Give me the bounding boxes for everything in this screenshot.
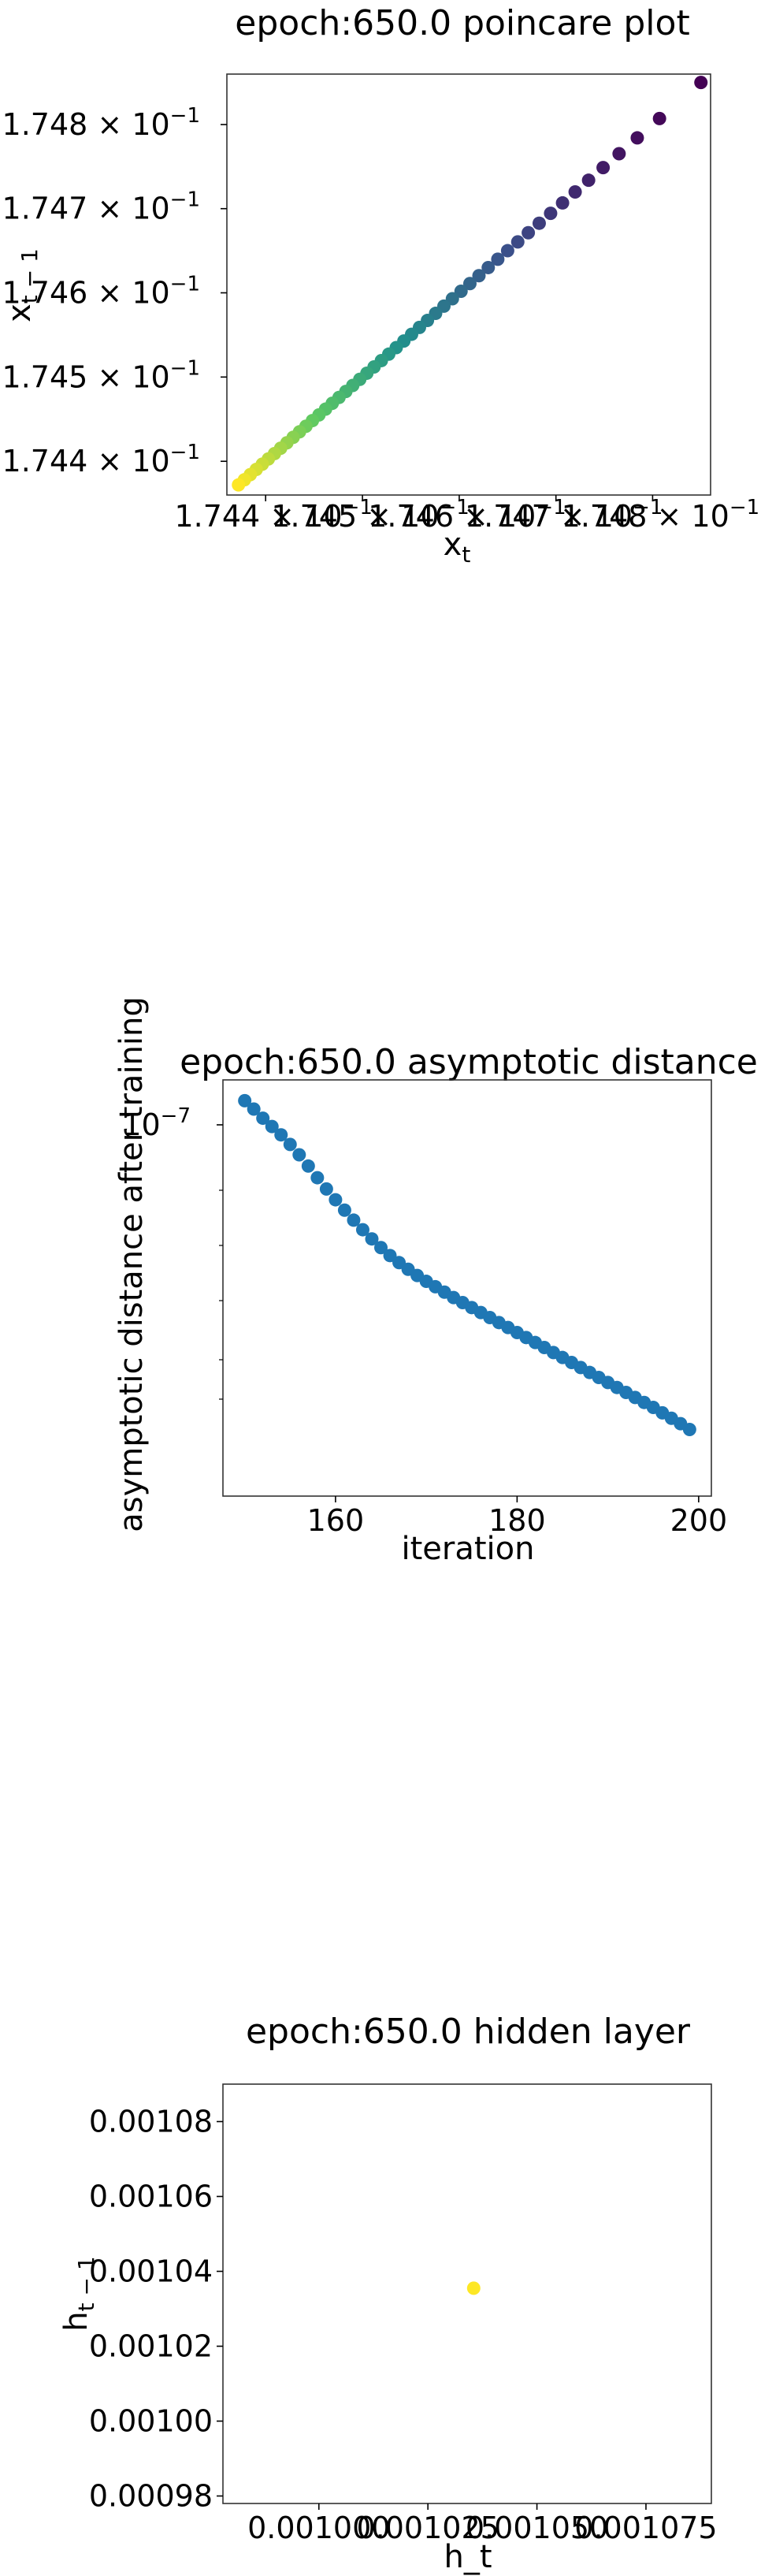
- poincare-point: [232, 478, 246, 492]
- poincare-y-tick-exponent: −1: [170, 441, 200, 464]
- poincare-point: [462, 277, 477, 291]
- hidden-layer-point: [466, 2281, 481, 2295]
- poincare-x-tick-exponent: −1: [729, 496, 759, 519]
- poincare-y-tick-label: 1.744 × 10−1: [2, 441, 200, 478]
- poincare-point: [612, 147, 626, 161]
- asymptotic-point: [265, 1119, 279, 1134]
- hidden-layer-y-tick-label: 0.00106: [89, 2180, 213, 2214]
- poincare-y-tick-label: 1.745 × 10−1: [2, 356, 200, 394]
- poincare-x-tick-exponent: −1: [440, 496, 470, 519]
- poincare-point: [630, 131, 644, 145]
- asymptotic-plot-frame: [222, 1079, 712, 1497]
- asymptotic-y-axis-label: asymptotic distance after training: [113, 996, 150, 1532]
- poincare-chart-title: epoch:650.0 poincare plot: [235, 3, 689, 43]
- poincare-x-tick-label: 1.744 × 10−1: [174, 496, 372, 534]
- asymptotic-point: [337, 1203, 351, 1217]
- poincare-x-tick-exponent: −1: [343, 496, 373, 519]
- poincare-chart: epoch:650.0 poincare plot 1.744 × 10−11.…: [2, 3, 759, 568]
- hidden-layer-y-tick-label: 0.00100: [89, 2404, 213, 2439]
- asymptotic-y-tick-exponent: −7: [161, 1104, 191, 1128]
- poincare-point: [596, 161, 611, 175]
- asymptotic-distance-chart: epoch:650.0 asymptotic distance 10−7 160…: [113, 996, 758, 1567]
- poincare-x-tick-label: 1.747 × 10−1: [465, 496, 663, 534]
- asymptotic-point: [238, 1093, 252, 1107]
- asymptotic-point: [682, 1423, 696, 1437]
- poincare-point: [522, 225, 536, 240]
- poincare-y-tick-label: 1.748 × 10−1: [2, 104, 200, 142]
- poincare-point: [652, 111, 666, 125]
- poincare-y-tick-exponent: −1: [170, 188, 200, 212]
- asymptotic-point: [283, 1137, 297, 1152]
- poincare-point: [510, 235, 525, 249]
- poincare-y-tick-exponent: −1: [170, 272, 200, 296]
- poincare-x-tick-exponent: −1: [633, 496, 663, 519]
- asymptotic-point: [329, 1193, 343, 1207]
- asymptotic-point: [292, 1148, 306, 1162]
- asymptotic-x-tick-label: 180: [488, 1503, 546, 1538]
- poincare-point: [481, 260, 496, 274]
- hidden-layer-y-tick-label: 0.00098: [89, 2479, 213, 2514]
- hidden-layer-chart: epoch:650.0 hidden layer 0.000980.001000…: [58, 2012, 718, 2575]
- asymptotic-x-tick-label: 160: [307, 1503, 365, 1538]
- asymptotic-point: [319, 1182, 333, 1196]
- hidden-layer-y-tick-label: 0.00102: [89, 2329, 213, 2364]
- poincare-y-tick-exponent: −1: [170, 104, 200, 128]
- asymptotic-point: [274, 1128, 288, 1142]
- asymptotic-point: [374, 1241, 388, 1255]
- asymptotic-point: [247, 1102, 261, 1116]
- hidden-layer-x-tick-label: 0.001025: [357, 2511, 499, 2545]
- asymptotic-chart-title: epoch:650.0 asymptotic distance: [180, 1042, 758, 1082]
- asymptotic-point: [310, 1171, 325, 1185]
- asymptotic-point: [383, 1249, 397, 1263]
- asymptotic-point: [301, 1159, 315, 1173]
- poincare-point: [454, 284, 468, 298]
- poincare-point: [694, 76, 708, 90]
- hidden-layer-x-axis-label: h_t: [444, 2539, 492, 2575]
- poincare-x-tick-label: 1.746 × 10−1: [368, 496, 566, 534]
- hidden-layer-x-tick-label: 0.001050: [466, 2511, 608, 2545]
- poincare-x-tick-label: 1.748 × 10−1: [562, 496, 759, 534]
- poincare-y-tick-label: 1.746 × 10−1: [2, 272, 200, 310]
- poincare-y-tick-label: 1.747 × 10−1: [2, 188, 200, 226]
- poincare-x-tick-label: 1.745 × 10−1: [271, 496, 469, 534]
- poincare-x-tick-exponent: −1: [536, 496, 566, 519]
- hidden-layer-y-tick-label: 0.00108: [89, 2105, 213, 2139]
- asymptotic-x-axis-label: iteration: [402, 1531, 535, 1567]
- asymptotic-point: [365, 1232, 379, 1246]
- poincare-point: [581, 173, 596, 188]
- poincare-point: [568, 185, 582, 199]
- poincare-point: [544, 207, 558, 221]
- asymptotic-point: [347, 1213, 361, 1227]
- asymptotic-point: [256, 1111, 270, 1126]
- poincare-point: [500, 244, 514, 258]
- asymptotic-point: [355, 1223, 369, 1237]
- hidden-layer-plot-frame: [222, 2083, 712, 2504]
- hidden-layer-y-tick-label: 0.00104: [89, 2254, 213, 2289]
- hidden-layer-x-tick-label: 0.001000: [247, 2511, 390, 2545]
- asymptotic-x-tick-label: 200: [670, 1503, 728, 1538]
- poincare-point: [472, 269, 486, 283]
- poincare-plot-frame: [226, 73, 711, 496]
- poincare-point: [555, 195, 570, 210]
- hidden-layer-chart-title: epoch:650.0 hidden layer: [246, 2012, 691, 2052]
- poincare-point: [532, 216, 546, 230]
- hidden-layer-x-tick-label: 0.001075: [574, 2511, 717, 2545]
- poincare-point: [491, 252, 505, 266]
- hidden-layer-y-axis-label: ht − 1: [58, 2256, 99, 2331]
- poincare-y-tick-exponent: −1: [170, 356, 200, 380]
